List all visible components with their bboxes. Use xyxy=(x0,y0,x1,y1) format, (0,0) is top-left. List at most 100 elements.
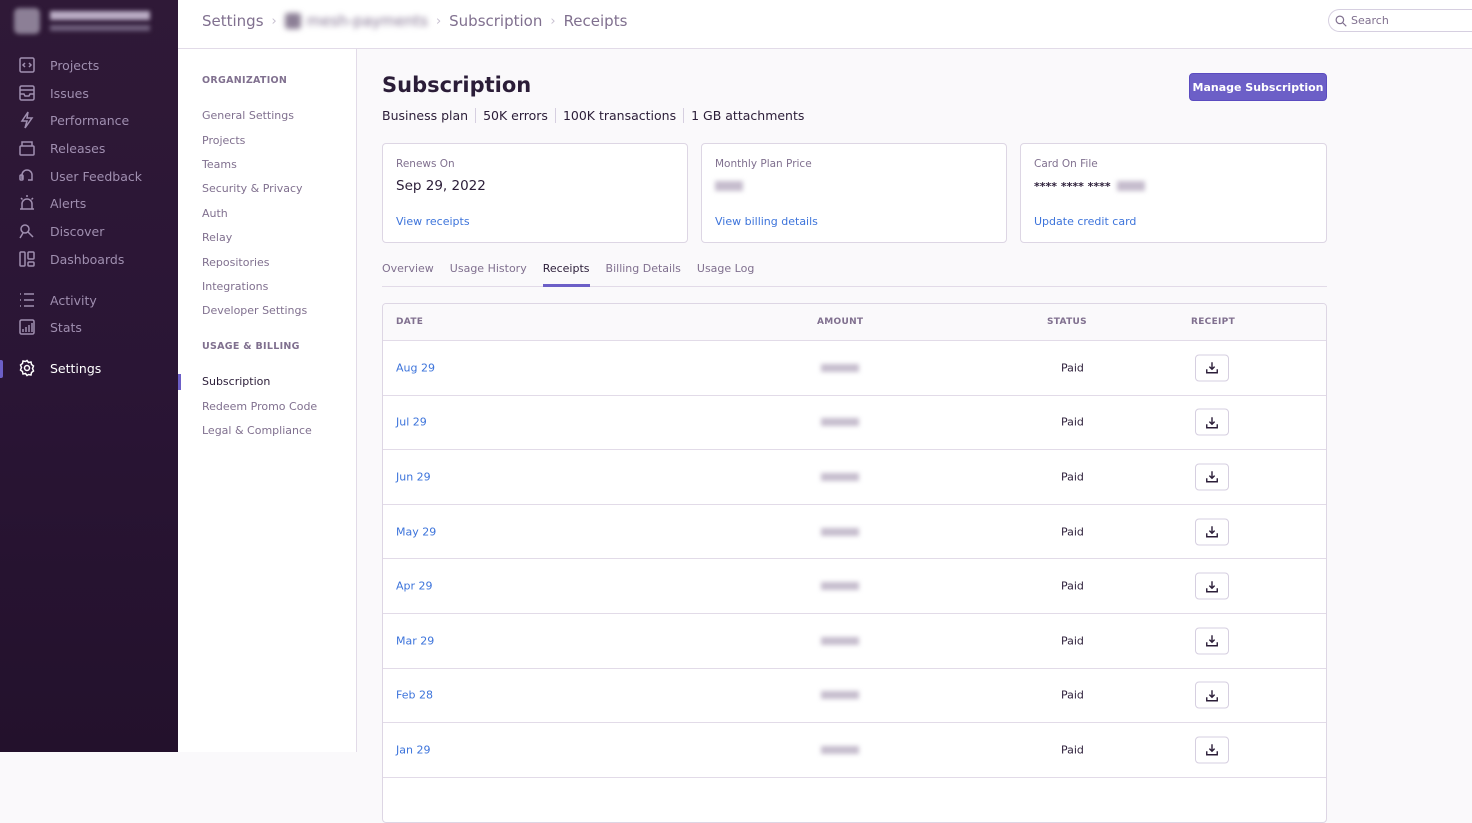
breadcrumb-receipts: Receipts xyxy=(563,12,628,30)
table-header: DATE AMOUNT STATUS RECEIPT xyxy=(383,304,1326,341)
sidebar-item-label: User Feedback xyxy=(50,168,142,184)
amount-blurred xyxy=(821,745,859,754)
settings-nav-item[interactable]: Teams xyxy=(202,158,237,171)
download-icon xyxy=(1206,580,1218,593)
sidebar-item-alerts[interactable]: Alerts xyxy=(18,194,86,212)
sidebar-item-label: Alerts xyxy=(50,195,87,211)
table-row: Jun 29 Paid xyxy=(383,450,1326,505)
sidebar-item-dashboards[interactable]: Dashboards xyxy=(18,250,124,268)
settings-nav-item[interactable]: Security & Privacy xyxy=(202,182,303,195)
update-credit-card-link[interactable]: Update credit card xyxy=(1034,215,1137,228)
view-billing-details-link[interactable]: View billing details xyxy=(715,215,818,228)
settings-nav-item[interactable]: Developer Settings xyxy=(202,304,308,317)
settings-nav-item[interactable]: General Settings xyxy=(202,109,294,122)
tab-usage-history[interactable]: Usage History xyxy=(449,262,527,275)
settings-nav-item[interactable]: Legal & Compliance xyxy=(202,424,312,437)
card-value-blurred xyxy=(715,177,993,195)
download-receipt-button[interactable] xyxy=(1195,681,1229,709)
sidebar-item-label: Dashboards xyxy=(50,251,125,267)
settings-nav-item[interactable]: Projects xyxy=(202,134,246,147)
org-avatar xyxy=(14,8,40,34)
download-receipt-button[interactable] xyxy=(1195,408,1229,436)
download-icon xyxy=(1206,690,1218,702)
sidebar-item-issues[interactable]: Issues xyxy=(18,84,89,102)
settings-nav-item[interactable]: Integrations xyxy=(202,280,269,293)
receipts-table: DATE AMOUNT STATUS RECEIPT Aug 29 Paid Jul… xyxy=(382,303,1327,823)
active-indicator xyxy=(178,374,181,390)
tab-usage-log[interactable]: Usage Log xyxy=(696,262,755,275)
settings-nav-item[interactable]: Repositories xyxy=(202,256,270,269)
breadcrumb-subscription[interactable]: Subscription xyxy=(449,12,543,30)
receipt-date-link[interactable]: Feb 28 xyxy=(396,688,433,702)
sidebar-item-label: Performance xyxy=(50,112,130,128)
download-icon xyxy=(1206,635,1218,647)
tab-billing-details[interactable]: Billing Details xyxy=(605,262,681,275)
download-receipt-button[interactable] xyxy=(1195,736,1229,764)
settings-nav-item[interactable]: Relay xyxy=(202,231,233,244)
download-receipt-button[interactable] xyxy=(1195,463,1229,491)
breadcrumb-org[interactable]: mesh-payments xyxy=(284,12,428,30)
chevron-right-icon: › xyxy=(435,13,442,29)
table-row: Jan 29 Paid xyxy=(383,723,1326,778)
header-amount: AMOUNT xyxy=(817,317,864,327)
sidebar-item-discover[interactable]: Discover xyxy=(18,222,104,240)
download-icon xyxy=(1206,471,1218,483)
card-value: **** **** **** xyxy=(1034,177,1313,195)
sidebar-item-settings[interactable]: Settings xyxy=(18,359,101,377)
download-icon xyxy=(1206,417,1218,429)
receipt-date-link[interactable]: Apr 29 xyxy=(396,579,433,593)
chevron-right-icon: › xyxy=(550,13,556,29)
sidebar-item-performance[interactable]: Performance xyxy=(18,111,129,129)
download-receipt-button[interactable] xyxy=(1195,572,1229,600)
org-switcher[interactable] xyxy=(14,8,150,34)
card-label: Monthly Plan Price xyxy=(715,158,812,170)
card-label: Card On File xyxy=(1034,158,1098,170)
sidebar-item-label: Issues xyxy=(50,85,89,101)
status-text: Paid xyxy=(1061,579,1084,593)
settings-nav-item[interactable]: Redeem Promo Code xyxy=(202,400,318,413)
card-label: Renews On xyxy=(396,158,455,170)
download-receipt-button[interactable] xyxy=(1195,354,1229,382)
card-value: Sep 29, 2022 xyxy=(396,178,486,194)
view-receipts-link[interactable]: View receipts xyxy=(396,215,470,228)
search-input[interactable]: Search xyxy=(1328,9,1472,32)
org-name-blurred xyxy=(50,11,150,31)
manage-subscription-button[interactable]: Manage Subscription xyxy=(1189,73,1327,101)
sidebar-item-user-feedback[interactable]: User Feedback xyxy=(18,167,142,185)
download-receipt-button[interactable] xyxy=(1195,518,1229,546)
breadcrumb-settings[interactable]: Settings xyxy=(202,12,264,30)
receipt-date-link[interactable]: May 29 xyxy=(396,525,437,539)
sidebar-item-label: Stats xyxy=(50,319,82,335)
download-icon xyxy=(1206,362,1218,374)
settings-nav: ORGANIZATION USAGE & BILLING General Set… xyxy=(178,49,357,752)
sidebar-item-projects[interactable]: Projects xyxy=(18,56,99,74)
amount-blurred xyxy=(821,636,859,645)
discover-icon xyxy=(19,224,34,239)
status-text: Paid xyxy=(1061,525,1084,539)
receipt-date-link[interactable]: Aug 29 xyxy=(396,361,435,375)
sidebar-item-label: Settings xyxy=(50,360,102,376)
sidebar-item-releases[interactable]: Releases xyxy=(18,139,105,157)
sidebar: Projects Issues Performance Releases User Fe… xyxy=(0,0,178,752)
table-row: Jul 29 Paid xyxy=(383,396,1326,451)
receipt-date-link[interactable]: Mar 29 xyxy=(396,634,435,648)
tab-overview[interactable]: Overview xyxy=(382,262,434,275)
sidebar-item-stats[interactable]: Stats xyxy=(18,318,82,336)
settings-nav-item[interactable]: Auth xyxy=(202,207,228,220)
receipt-date-link[interactable]: Jun 29 xyxy=(396,470,431,484)
topbar: Settings › mesh-payments › Subscription … xyxy=(178,0,1472,49)
tab-receipts[interactable]: Receipts xyxy=(542,259,590,287)
renews-on-card: Renews On Sep 29, 2022 View receipts xyxy=(382,143,688,243)
download-receipt-button[interactable] xyxy=(1195,627,1229,655)
receipt-date-link[interactable]: Jul 29 xyxy=(396,415,427,429)
plan-name: Business plan xyxy=(382,108,469,123)
header-date: DATE xyxy=(396,317,424,327)
receipt-date-link[interactable]: Jan 29 xyxy=(396,743,431,757)
settings-nav-item[interactable]: Subscription xyxy=(202,375,271,388)
user-feedback-icon xyxy=(19,169,33,181)
sidebar-item-activity[interactable]: Activity xyxy=(18,291,97,309)
issues-icon xyxy=(19,85,35,101)
billing-heading: USAGE & BILLING xyxy=(202,341,300,352)
performance-icon xyxy=(20,111,34,129)
plan-attachments: 1 GB attachments xyxy=(683,108,811,123)
